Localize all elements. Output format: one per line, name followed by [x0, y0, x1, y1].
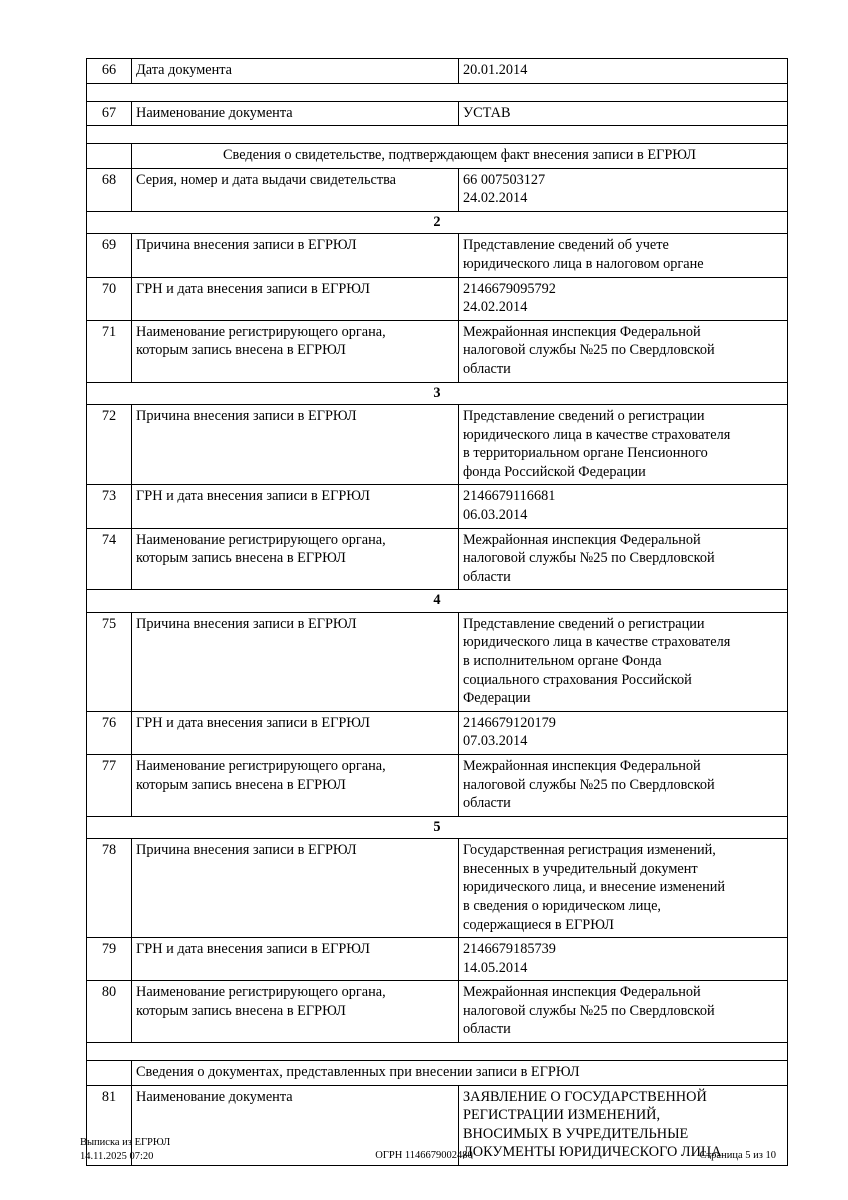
spacer-cell: [86, 82, 788, 102]
spacer-cell: [86, 1042, 788, 1062]
row-field-name: Причина внесения записи в ЕГРЮЛ: [131, 233, 459, 278]
table-spacer-row: [86, 125, 788, 145]
row-field-value: 2146679116681 06.03.2014: [458, 484, 788, 529]
row-field-name: Наименование документа: [131, 100, 459, 127]
row-number: 79: [86, 937, 132, 982]
table-row: 67 Наименование документа УСТАВ: [86, 100, 788, 127]
row-field-name: Причина внесения записи в ЕГРЮЛ: [131, 611, 459, 712]
row-number: 66: [86, 58, 132, 84]
row-field-value: 2146679120179 07.03.2014: [458, 710, 788, 755]
row-field-value: Межрайонная инспекция Федеральной налого…: [458, 753, 788, 817]
row-field-value: УСТАВ: [458, 100, 788, 127]
table-row: 77 Наименование регистрирующего органа, к…: [86, 753, 788, 817]
row-field-name: Наименование регистрирующего органа, кот…: [131, 980, 459, 1044]
row-field-value: Представление сведений о регистрации юри…: [458, 404, 788, 486]
table-row: 81 Наименование документа ЗАЯВЛЕНИЕ О ГОСУ…: [86, 1084, 788, 1166]
row-number: 69: [86, 233, 132, 278]
row-number: 75: [86, 611, 132, 712]
group-heading-row: Сведения о документах, представленных пр…: [86, 1060, 788, 1086]
row-number: 76: [86, 710, 132, 755]
section-index-row: 4: [86, 589, 788, 613]
table-row: 66 Дата документа 20.01.2014: [86, 58, 788, 84]
section-index-row: 3: [86, 381, 788, 406]
row-number: 81: [86, 1084, 132, 1166]
table-row: 68 Серия, номер и дата выдачи свидетельст…: [86, 167, 788, 212]
footer-ogrn: ОГРН 1146679002480: [375, 1150, 473, 1161]
row-field-value: 20.01.2014: [458, 58, 788, 84]
group-heading-number-cell: [86, 143, 132, 169]
group-heading-number-cell: [86, 1060, 132, 1086]
row-number: 70: [86, 276, 132, 321]
row-number: 71: [86, 319, 132, 383]
row-number: 72: [86, 404, 132, 486]
row-field-value: ЗАЯВЛЕНИЕ О ГОСУДАРСТВЕННОЙ РЕГИСТРАЦИИ …: [458, 1084, 788, 1166]
table-row: 72 Причина внесения записи в ЕГРЮЛ Предста…: [86, 404, 788, 486]
group-heading-row: Сведения о свидетельстве, подтверждающем…: [86, 143, 788, 169]
row-field-name: Причина внесения записи в ЕГРЮЛ: [131, 838, 459, 939]
row-field-value: Представление сведений о регистрации юри…: [458, 611, 788, 712]
row-field-value: Представление сведений об учете юридичес…: [458, 233, 788, 278]
section-index-label: 2: [86, 210, 788, 235]
section-index-label: 4: [86, 589, 788, 613]
row-field-value: 2146679095792 24.02.2014: [458, 276, 788, 321]
row-number: 77: [86, 753, 132, 817]
table-row: 75 Причина внесения записи в ЕГРЮЛ Предста…: [86, 611, 788, 712]
row-number: 73: [86, 484, 132, 529]
table-row: 71 Наименование регистрирующего органа, к…: [86, 319, 788, 383]
row-number: 74: [86, 527, 132, 591]
table-spacer-row: [86, 82, 788, 102]
row-field-name: ГРН и дата внесения записи в ЕГРЮЛ: [131, 484, 459, 529]
footer-page-number: Страница 5 из 10: [699, 1150, 776, 1161]
row-field-name: Дата документа: [131, 58, 459, 84]
table-row: 70 ГРН и дата внесения записи в ЕГРЮЛ 2146…: [86, 276, 788, 321]
page-footer: Выписка из ЕГРЮЛ 14.11.2025 07:20 ОГРН 1…: [0, 1136, 848, 1176]
row-field-name: Наименование документа: [131, 1084, 459, 1166]
row-field-name: Наименование регистрирующего органа, кот…: [131, 527, 459, 591]
table-row: 74 Наименование регистрирующего органа, к…: [86, 527, 788, 591]
footer-source-label: Выписка из ЕГРЮЛ 14.11.2025 07:20: [80, 1137, 171, 1162]
section-index-label: 5: [86, 815, 788, 840]
table-row: 78 Причина внесения записи в ЕГРЮЛ Государ…: [86, 838, 788, 939]
table-row: 76 ГРН и дата внесения записи в ЕГРЮЛ 2146…: [86, 710, 788, 755]
egrul-records-table: 66 Дата документа 20.01.2014 67 Наименование…: [86, 58, 788, 1166]
egrul-table-body: 66 Дата документа 20.01.2014 67 Наименование…: [86, 58, 788, 1166]
row-field-value: Межрайонная инспекция Федеральной налого…: [458, 980, 788, 1044]
egrul-table-container: 66 Дата документа 20.01.2014 67 Наименование…: [86, 58, 788, 1166]
row-field-value: Межрайонная инспекция Федеральной налого…: [458, 527, 788, 591]
row-number: 80: [86, 980, 132, 1044]
row-field-value: Межрайонная инспекция Федеральной налого…: [458, 319, 788, 383]
row-number: 68: [86, 167, 132, 212]
table-row: 73 ГРН и дата внесения записи в ЕГРЮЛ 2146…: [86, 484, 788, 529]
row-field-value: 2146679185739 14.05.2014: [458, 937, 788, 982]
spacer-cell: [86, 125, 788, 145]
row-field-value: 66 007503127 24.02.2014: [458, 167, 788, 212]
group-heading-title: Сведения о документах, представленных пр…: [131, 1060, 788, 1086]
row-field-name: Наименование регистрирующего органа, кот…: [131, 753, 459, 817]
table-row: 69 Причина внесения записи в ЕГРЮЛ Предста…: [86, 233, 788, 278]
section-index-row: 2: [86, 210, 788, 235]
table-row: 80 Наименование регистрирующего органа, к…: [86, 980, 788, 1044]
row-field-value: Государственная регистрация изменений, в…: [458, 838, 788, 939]
row-field-name: ГРН и дата внесения записи в ЕГРЮЛ: [131, 710, 459, 755]
row-number: 78: [86, 838, 132, 939]
section-index-label: 3: [86, 381, 788, 406]
row-number: 67: [86, 100, 132, 127]
row-field-name: Причина внесения записи в ЕГРЮЛ: [131, 404, 459, 486]
group-heading-title: Сведения о свидетельстве, подтверждающем…: [131, 143, 788, 169]
row-field-name: Серия, номер и дата выдачи свидетельства: [131, 167, 459, 212]
table-row: 79 ГРН и дата внесения записи в ЕГРЮЛ 2146…: [86, 937, 788, 982]
row-field-name: ГРН и дата внесения записи в ЕГРЮЛ: [131, 937, 459, 982]
row-field-name: Наименование регистрирующего органа, кот…: [131, 319, 459, 383]
section-index-row: 5: [86, 815, 788, 840]
row-field-name: ГРН и дата внесения записи в ЕГРЮЛ: [131, 276, 459, 321]
table-spacer-row: [86, 1042, 788, 1062]
